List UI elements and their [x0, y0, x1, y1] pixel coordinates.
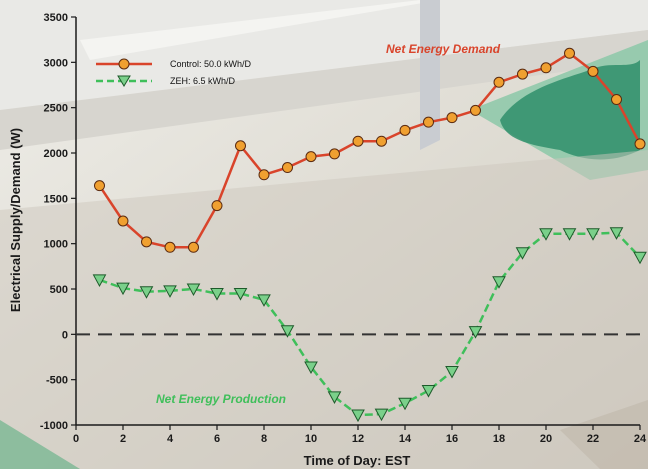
y-tick-label: 1000 [44, 239, 68, 251]
data-point-control [399, 124, 411, 136]
data-point-control [611, 94, 622, 106]
data-point-zeh [351, 409, 365, 423]
data-point-zeh [210, 288, 224, 301]
data-point-control [94, 180, 105, 192]
annotation-net-energy-production: Net Energy Production [156, 392, 286, 406]
data-point-control [634, 138, 646, 150]
x-tick-label: 18 [493, 433, 505, 445]
y-tick-label: -1000 [40, 420, 68, 432]
data-point-zeh [539, 228, 553, 241]
x-tick-label: 12 [352, 433, 364, 445]
x-axis-title: Time of Day: EST [304, 453, 411, 468]
data-point-control [258, 169, 270, 181]
data-point-zeh [257, 294, 271, 307]
x-tick-label: 16 [446, 433, 458, 445]
data-point-zeh [492, 276, 506, 289]
x-tick-label: 6 [214, 433, 220, 445]
y-tick-label: 0 [62, 329, 68, 341]
data-point-zeh [139, 286, 154, 299]
annotation-net-energy-demand: Net Energy Demand [386, 42, 501, 56]
data-point-zeh [327, 391, 342, 404]
y-tick-label: 3500 [44, 12, 68, 24]
data-point-zeh [374, 408, 389, 422]
x-tick-label: 10 [305, 433, 317, 445]
data-point-zeh [233, 288, 248, 301]
data-point-zeh [633, 251, 647, 265]
data-point-zeh [445, 366, 459, 379]
data-point-zeh [304, 361, 318, 375]
y-tick-label: 500 [50, 284, 68, 296]
data-point-control [235, 140, 246, 152]
data-point-control [211, 200, 223, 212]
legend-marker-control [118, 58, 130, 70]
data-point-control [423, 116, 434, 128]
data-point-control [117, 215, 129, 227]
x-tick-label: 24 [634, 433, 647, 445]
data-point-zeh [116, 282, 130, 296]
x-tick-label: 2 [120, 433, 126, 445]
data-point-control [564, 47, 575, 59]
x-tick-label: 20 [540, 433, 552, 445]
data-point-control [517, 68, 528, 80]
data-point-zeh [280, 325, 295, 338]
x-tick-label: 4 [167, 433, 174, 445]
legend: Control: 50.0 kWh/D ZEH: 6.5 kWh/D [96, 58, 252, 87]
data-point-control [470, 104, 481, 116]
data-point-control [446, 112, 458, 124]
x-tick-label: 0 [73, 433, 79, 445]
data-point-control [164, 241, 176, 253]
data-point-zeh [163, 285, 177, 298]
legend-label-zeh: ZEH: 6.5 kWh/D [170, 76, 236, 86]
data-point-control [282, 162, 293, 174]
data-point-control [329, 148, 340, 160]
y-tick-label: 1500 [44, 193, 68, 205]
data-point-control [587, 65, 599, 77]
y-tick-label: 2500 [44, 103, 68, 115]
x-tick-label: 14 [399, 433, 412, 445]
data-point-control [141, 236, 152, 248]
x-tick-label: 8 [261, 433, 267, 445]
y-tick-label: 3000 [44, 57, 68, 69]
legend-marker-zeh [117, 75, 131, 87]
data-point-control [493, 76, 505, 88]
data-point-zeh [562, 228, 577, 241]
data-point-zeh [398, 397, 412, 411]
data-point-zeh [515, 247, 530, 260]
series-line-1 [99, 231, 641, 417]
data-point-zeh [186, 283, 201, 297]
data-point-zeh [468, 326, 483, 339]
y-tick-label: 2000 [44, 148, 68, 160]
data-point-zeh [586, 228, 600, 241]
data-point-control [376, 135, 387, 147]
x-tick-label: 22 [587, 433, 599, 445]
data-point-control [352, 135, 364, 147]
data-point-control [305, 151, 317, 163]
data-point-control [188, 241, 199, 253]
y-axis-title: Electrical Supply/Demand (W) [8, 128, 23, 312]
data-point-control [540, 62, 552, 74]
data-point-zeh [609, 227, 624, 240]
y-tick-label: -500 [46, 375, 68, 387]
data-point-zeh [92, 274, 107, 287]
data-point-zeh [421, 385, 436, 398]
legend-label-control: Control: 50.0 kWh/D [170, 59, 252, 69]
